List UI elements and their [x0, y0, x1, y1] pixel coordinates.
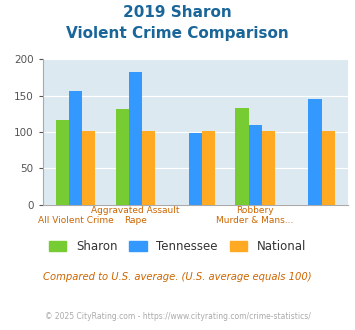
Bar [189, 133, 202, 205]
Text: 2019 Sharon: 2019 Sharon [123, 5, 232, 20]
Bar [69, 91, 82, 205]
Bar [129, 72, 142, 205]
Bar [308, 99, 322, 205]
Text: Violent Crime Comparison: Violent Crime Comparison [66, 26, 289, 41]
Bar [248, 125, 262, 205]
Text: All Violent Crime: All Violent Crime [38, 216, 113, 225]
Bar [322, 131, 335, 205]
Bar [56, 120, 69, 205]
Bar [82, 131, 95, 205]
Bar [202, 131, 215, 205]
Bar [235, 108, 248, 205]
Bar [142, 131, 155, 205]
Text: Murder & Mans...: Murder & Mans... [217, 216, 294, 225]
Bar [262, 131, 275, 205]
Text: Aggravated Assault: Aggravated Assault [91, 206, 180, 215]
Text: Robbery: Robbery [236, 206, 274, 215]
Text: Compared to U.S. average. (U.S. average equals 100): Compared to U.S. average. (U.S. average … [43, 272, 312, 282]
Text: Rape: Rape [124, 216, 147, 225]
Bar [116, 110, 129, 205]
Legend: Sharon, Tennessee, National: Sharon, Tennessee, National [44, 235, 311, 258]
Text: © 2025 CityRating.com - https://www.cityrating.com/crime-statistics/: © 2025 CityRating.com - https://www.city… [45, 312, 310, 321]
